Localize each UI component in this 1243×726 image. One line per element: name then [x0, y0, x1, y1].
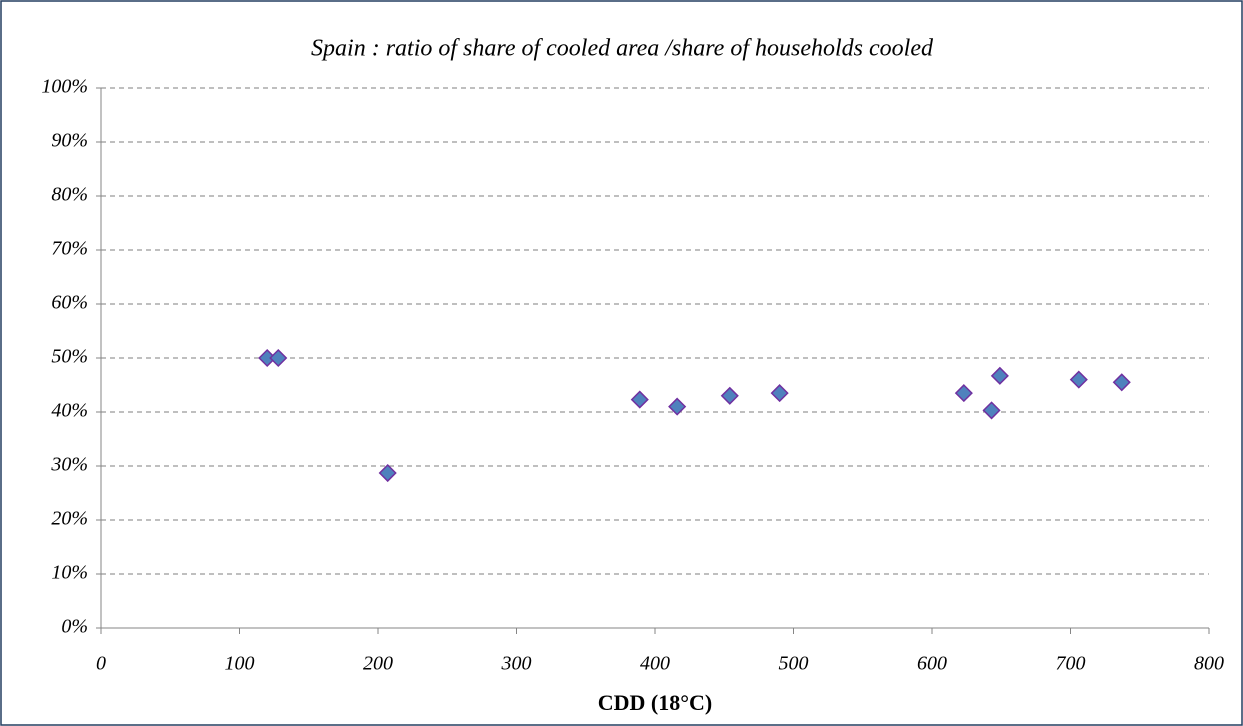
data-point	[770, 384, 789, 403]
y-tick-label: 80%	[51, 184, 88, 206]
x-tick-label: 600	[917, 653, 947, 675]
data-point	[1112, 373, 1131, 392]
y-tick-label: 10%	[51, 562, 88, 584]
x-tick-label: 0	[96, 653, 106, 675]
x-tick-label: 700	[1056, 653, 1086, 675]
data-point	[954, 384, 973, 403]
data-point	[378, 463, 397, 483]
y-tick-label: 90%	[51, 130, 88, 152]
y-tick-label: 30%	[50, 454, 88, 476]
y-tick-label: 60%	[51, 292, 88, 314]
y-tick-label: 50%	[51, 346, 88, 368]
x-tick-label: 500	[779, 653, 809, 675]
data-point	[720, 386, 739, 405]
x-tick-label: 300	[501, 653, 532, 675]
data-point	[269, 348, 288, 368]
y-tick-label: 20%	[51, 508, 88, 530]
data-point	[1069, 370, 1088, 389]
data-point	[668, 397, 687, 416]
x-tick-label: 400	[640, 653, 670, 675]
y-tick-label: 70%	[51, 238, 88, 260]
chart-title: Spain : ratio of share of cooled area /s…	[311, 36, 934, 62]
data-point	[990, 366, 1009, 385]
y-tick-label: 0%	[61, 616, 88, 638]
x-tick-label: 100	[225, 653, 255, 675]
x-axis-label: CDD (18°C)	[598, 690, 713, 715]
data-point	[630, 390, 649, 409]
y-tick-label: 40%	[51, 400, 88, 422]
data-point	[982, 401, 1001, 420]
y-tick-label: 100%	[41, 76, 88, 98]
x-tick-label: 200	[363, 653, 393, 675]
x-tick-label: 800	[1194, 653, 1224, 675]
